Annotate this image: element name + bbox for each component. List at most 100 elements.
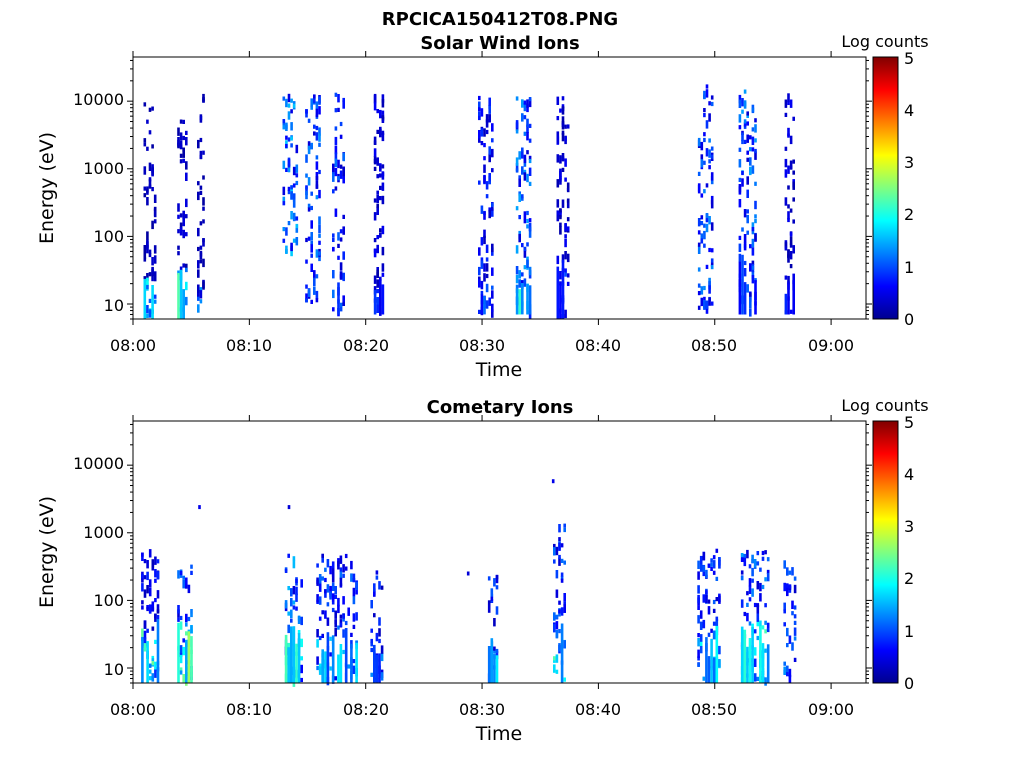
heatmap-cell [697,560,700,569]
heatmap-cell [699,634,703,643]
heatmap-cell [563,560,566,565]
heatmap-cell [478,279,481,288]
heatmap-cell [329,565,332,575]
heatmap-cell [185,214,188,219]
heatmap-cell [715,597,719,602]
heatmap-cell [487,604,491,613]
heatmap-cell [316,665,319,671]
heatmap-cell [305,237,308,243]
heatmap-cell [376,129,379,134]
heatmap-cell [290,185,293,190]
heatmap-cell [337,176,340,181]
heatmap-cell [185,172,188,181]
heatmap-cell [528,138,532,143]
heatmap-cell [563,640,566,649]
heatmap-cell [743,268,747,277]
heatmap-cell [148,579,152,588]
heatmap-cell [339,570,343,580]
heatmap-cell [700,286,704,295]
heatmap-cell [337,255,340,260]
heatmap-cell [185,130,188,135]
heatmap-cell [182,229,185,239]
heatmap-cell [339,303,343,312]
colorbar-tick-label: 0 [904,674,914,693]
heatmap-cell [478,101,481,110]
heatmap-cell [177,245,180,250]
heatmap-cell [141,600,144,605]
heatmap-cell [526,150,529,155]
heatmap-cell [197,246,200,252]
heatmap-cell [710,248,714,253]
heatmap-cell [199,190,203,195]
heatmap-cell [708,165,711,170]
heatmap-cell [712,608,716,613]
heatmap-cell [187,631,191,683]
heatmap-cell [182,217,185,227]
heatmap-cell [153,208,157,218]
heatmap-cell [743,234,747,243]
heatmap-cell [143,102,147,107]
heatmap-cell [334,92,338,97]
heatmap-cell [753,658,757,667]
heatmap-cell [185,137,188,146]
heatmap-cell [708,149,711,158]
heatmap-cell [179,159,183,164]
heatmap-cell [141,637,144,683]
heatmap-cell [370,600,373,609]
heatmap-cell [379,126,382,136]
heatmap-cell [376,297,379,306]
heatmap-cell [300,579,303,588]
heatmap-cell [381,130,385,135]
axis-ticks [127,415,872,689]
colorbar-label: Log counts [841,396,928,415]
heatmap-cell [332,163,335,172]
heatmap-cell [748,621,752,626]
heatmap-cell [495,655,499,683]
heatmap-cell [523,219,527,224]
heatmap-cell [521,166,524,175]
heatmap-cell [558,643,561,652]
heatmap-cell [154,569,157,578]
heatmap-cell [564,238,567,248]
heatmap-cell [380,652,384,662]
heatmap-cell [718,560,721,569]
heatmap-cell [526,224,529,229]
heatmap-cell [321,633,324,638]
heatmap-cell [766,557,770,562]
heatmap-cell [318,616,322,621]
heatmap-cell [705,637,708,683]
heatmap-cell [700,141,704,151]
heatmap-cell [321,649,324,683]
heatmap-cell [697,242,701,247]
heatmap-cell [751,265,755,270]
heatmap-cell [379,228,382,233]
heatmap-cell [151,166,154,176]
heatmap-cell [523,131,527,136]
colorbar-tick-label: 4 [904,101,914,120]
heatmap-cell [483,235,486,245]
heatmap-cell [708,247,711,253]
heatmap-cell [561,156,565,161]
heatmap-cell [764,648,767,653]
heatmap-cell [376,304,379,313]
heatmap-cell [182,646,185,656]
heatmap-cell [352,624,356,629]
heatmap-cell [179,222,183,231]
heatmap-cell [381,272,385,277]
heatmap-cell [190,625,193,634]
heatmap-cell [703,160,706,165]
heatmap-cell [292,605,296,610]
heatmap-cell [756,561,760,566]
heatmap-cell [761,584,765,590]
heatmap-cell [148,309,152,318]
heatmap-cell [738,147,742,152]
colorbar: Log counts 0 1 2 3 4 5 [841,32,928,329]
heatmap-cell [344,620,348,626]
heatmap-cell [151,144,154,149]
heatmap-cell [151,257,154,266]
heatmap-cell [491,148,494,158]
heatmap-cell [515,274,519,284]
heatmap-cell [561,122,565,127]
heatmap-cell [199,150,203,160]
heatmap-cell [493,578,496,587]
